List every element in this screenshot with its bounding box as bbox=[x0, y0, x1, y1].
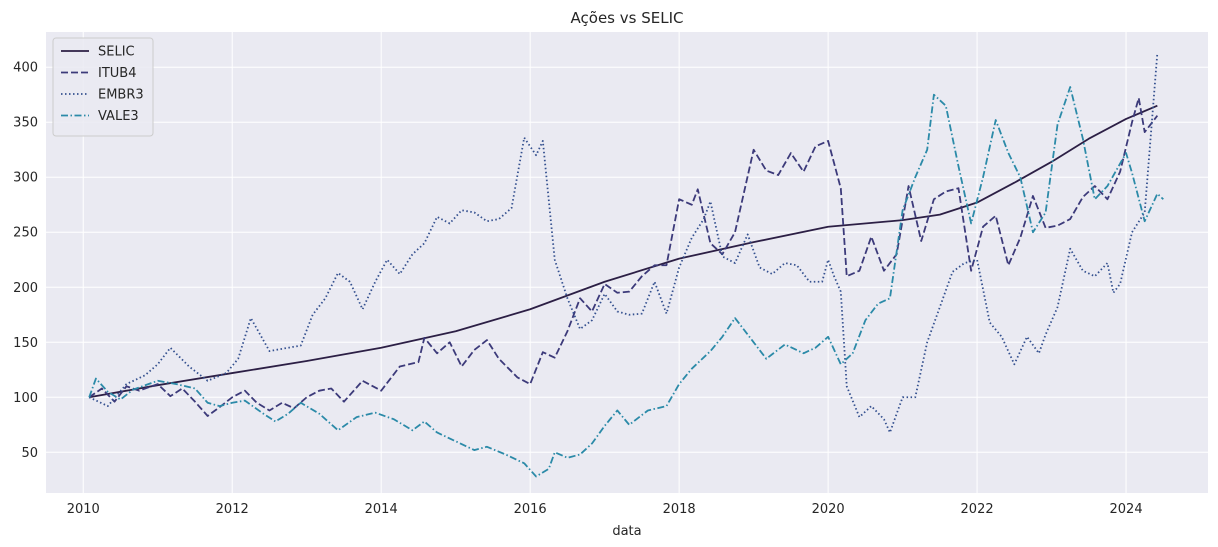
x-tick-label: 2020 bbox=[812, 502, 845, 517]
y-tick-label: 400 bbox=[13, 61, 38, 76]
x-tick-label: 2014 bbox=[365, 502, 398, 517]
series-layer bbox=[88, 52, 1164, 478]
x-tick-label: 2010 bbox=[67, 502, 100, 517]
y-tick-label: 250 bbox=[13, 226, 38, 241]
legend-label-selic: SELIC bbox=[98, 45, 135, 60]
series-line-selic bbox=[89, 104, 1158, 399]
series-line-vale3 bbox=[88, 86, 1164, 478]
y-tick-label: 150 bbox=[13, 336, 38, 351]
x-tick-label: 2016 bbox=[514, 502, 547, 517]
y-tick-label: 50 bbox=[21, 446, 38, 461]
x-tick-label: 2024 bbox=[1110, 502, 1143, 517]
legend-label-vale3: VALE3 bbox=[98, 109, 139, 124]
legend: SELIC ITUB4 EMBR3 VALE3 bbox=[52, 37, 154, 137]
chart-title: Ações vs SELIC bbox=[571, 9, 684, 27]
plot-area bbox=[46, 32, 1208, 493]
y-tick-label: 350 bbox=[13, 116, 38, 131]
x-tick-label: 2012 bbox=[216, 502, 249, 517]
x-tick-label: 2022 bbox=[961, 502, 994, 517]
series-line-embr3 bbox=[88, 52, 1159, 434]
legend-box bbox=[52, 37, 154, 137]
x-tick-label: 2018 bbox=[663, 502, 696, 517]
grid-lines bbox=[46, 32, 1208, 493]
y-tick-label: 100 bbox=[13, 391, 38, 406]
x-axis-ticks: 2010 2012 2014 2016 2018 2020 2022 2024 bbox=[67, 502, 1143, 517]
legend-label-itub4: ITUB4 bbox=[98, 66, 136, 81]
y-tick-label: 300 bbox=[13, 171, 38, 186]
series-line-itub4 bbox=[88, 97, 1159, 417]
legend-label-embr3: EMBR3 bbox=[98, 88, 144, 103]
x-axis-label: data bbox=[612, 524, 641, 539]
y-tick-label: 200 bbox=[13, 281, 38, 296]
y-axis-ticks: 50 100 150 200 250 300 350 400 bbox=[13, 61, 38, 461]
